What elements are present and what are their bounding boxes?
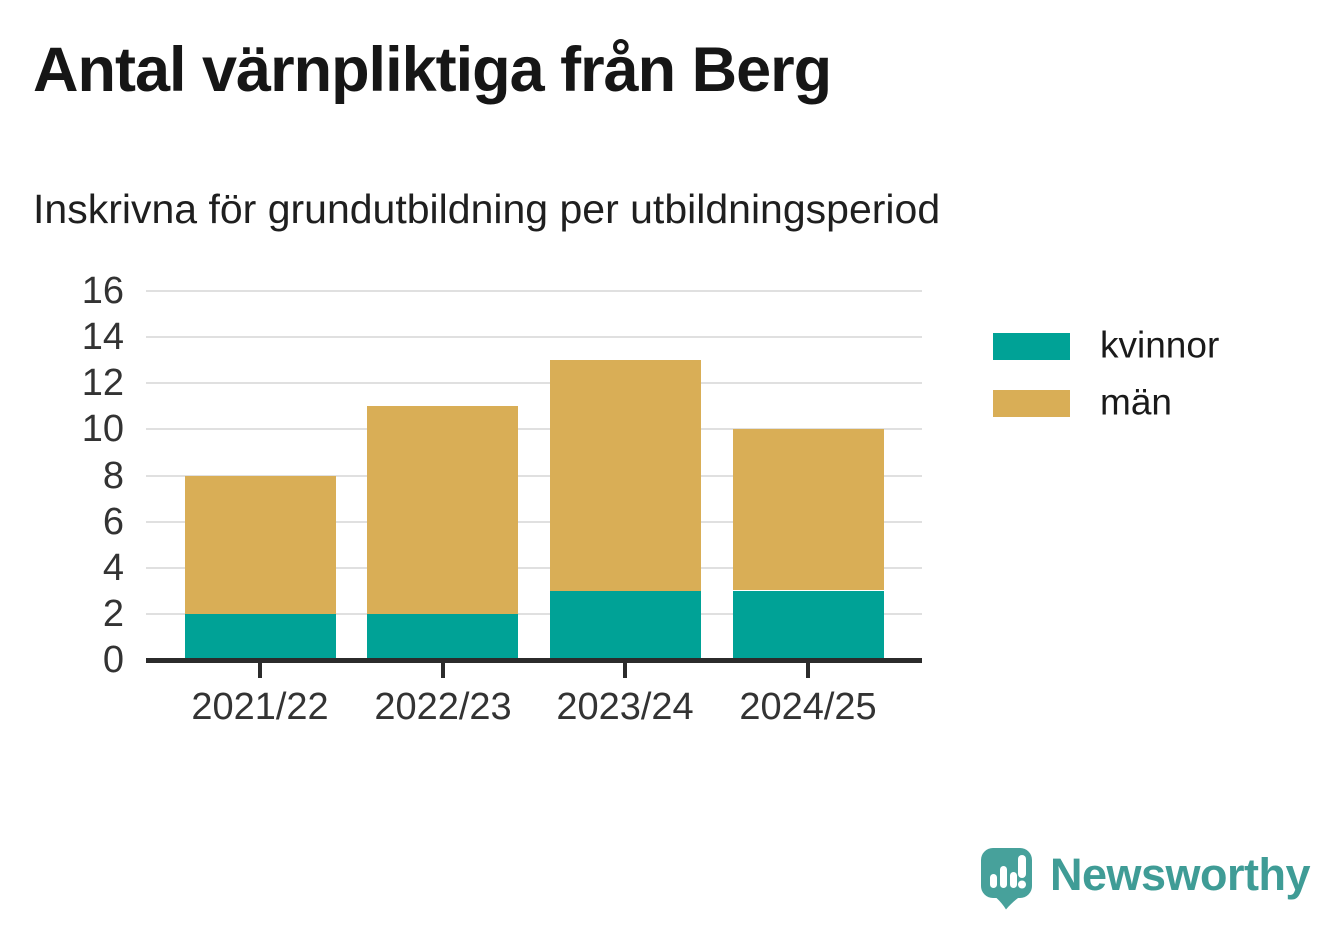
x-axis-tick-label: 2022/23: [374, 686, 512, 728]
gridline: [146, 520, 922, 523]
newsworthy-icon: [981, 848, 1032, 915]
y-axis-tick-label: 4: [102, 546, 124, 589]
gridline: [146, 566, 922, 569]
legend-swatch-män: [993, 390, 1070, 417]
legend-label-män: män: [1100, 380, 1172, 422]
y-axis-tick-label: 0: [102, 639, 124, 681]
bar-segment-kvinnor: [733, 591, 884, 660]
bar-segment-män: [367, 406, 518, 614]
bar-segment-kvinnor: [550, 591, 701, 660]
newsworthy-logo-text: Newsworthy: [1050, 848, 1311, 900]
legend-label-kvinnor: kvinnor: [1100, 323, 1220, 365]
x-axis-line: [146, 658, 922, 663]
gridline: [146, 382, 922, 385]
x-axis-tick: [623, 663, 627, 678]
y-axis-tick-label: 2: [102, 592, 124, 635]
x-axis-tick-label: 2023/24: [556, 686, 694, 728]
x-axis-tick: [258, 663, 262, 678]
bar-segment-män: [185, 476, 336, 614]
x-axis-tick: [441, 663, 445, 678]
x-axis-tick-label: 2021/22: [191, 686, 329, 728]
bar-segment-kvinnor: [185, 614, 336, 660]
y-axis-tick-label: 6: [102, 500, 124, 543]
y-axis-tick-label: 16: [81, 270, 124, 312]
legend-swatch-kvinnor: [993, 333, 1070, 360]
y-axis-tick-label: 10: [81, 408, 124, 451]
x-axis-tick-label: 2024/25: [739, 686, 877, 728]
y-axis-tick-label: 12: [81, 362, 124, 405]
x-axis-tick: [806, 663, 810, 678]
bar-segment-män: [733, 429, 884, 590]
gridline: [146, 612, 922, 615]
chart-subtitle: Inskrivna för grundutbildning per utbild…: [33, 186, 941, 232]
y-axis-tick-label: 14: [81, 316, 124, 359]
gridline: [146, 428, 922, 431]
gridline: [146, 336, 922, 339]
chart-title: Antal värnpliktiga från Berg: [33, 35, 832, 105]
bar-segment-kvinnor: [367, 614, 518, 660]
gridline: [146, 290, 922, 292]
bar-segment-män: [550, 360, 701, 591]
gridline: [146, 474, 922, 477]
y-axis-tick-label: 8: [102, 454, 124, 497]
